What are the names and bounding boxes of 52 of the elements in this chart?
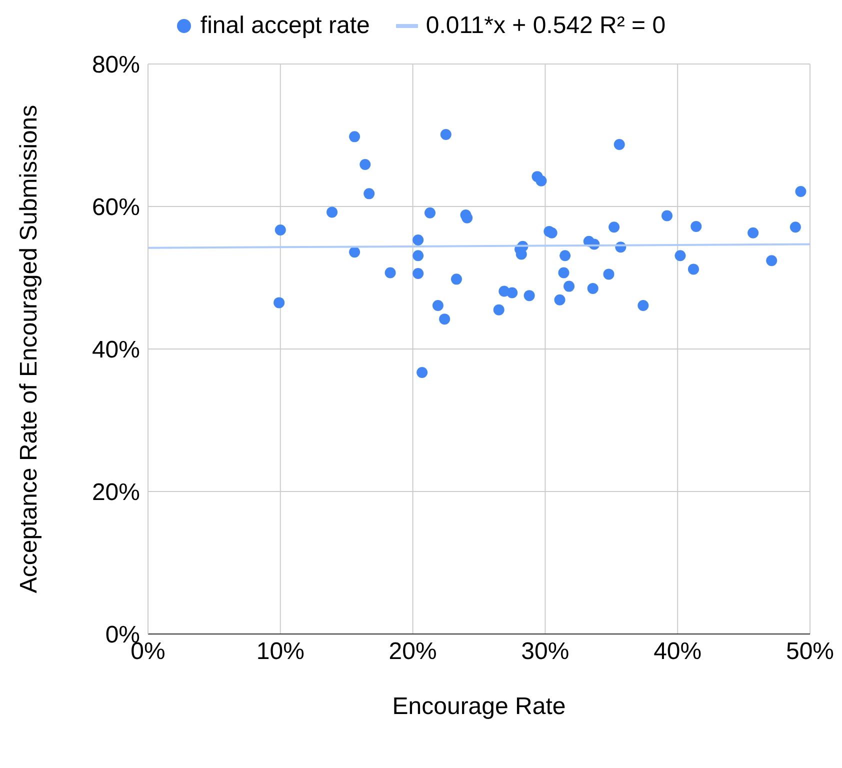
point xyxy=(662,210,673,222)
point xyxy=(274,297,285,308)
point xyxy=(274,224,286,236)
point xyxy=(790,222,801,233)
y-tick-label: 80% xyxy=(92,52,140,79)
point xyxy=(360,158,371,170)
point xyxy=(349,246,360,258)
point xyxy=(326,206,338,218)
point xyxy=(608,222,620,233)
x-tick-label: 50% xyxy=(786,638,834,666)
x-axis-title: Encourage Rate xyxy=(392,693,566,720)
point xyxy=(560,250,571,262)
point xyxy=(349,131,360,142)
x-tick-label: 20% xyxy=(388,638,437,666)
point xyxy=(432,300,444,312)
point xyxy=(440,129,452,140)
point xyxy=(688,264,699,275)
y-tick-label: 40% xyxy=(92,336,140,364)
point xyxy=(558,267,570,278)
point xyxy=(412,268,424,279)
y-axis-title: Acceptance Rate of Encouraged Submissions xyxy=(16,104,43,594)
point xyxy=(506,287,518,298)
point xyxy=(439,314,450,325)
point xyxy=(564,280,575,292)
legend-label: final accept rate xyxy=(200,12,370,40)
y-tick-label: 20% xyxy=(92,479,140,506)
point xyxy=(766,255,778,266)
point xyxy=(536,175,547,186)
point xyxy=(384,267,396,278)
point xyxy=(614,139,625,150)
point xyxy=(554,294,566,306)
point xyxy=(524,290,535,302)
point xyxy=(412,250,424,262)
point xyxy=(493,304,504,316)
point xyxy=(690,220,702,232)
point xyxy=(364,188,375,200)
point xyxy=(450,274,462,285)
point xyxy=(424,207,436,218)
x-tick-label: 30% xyxy=(521,638,570,666)
point xyxy=(587,282,598,294)
point xyxy=(795,186,806,198)
point xyxy=(546,227,558,238)
point xyxy=(748,227,759,238)
point xyxy=(674,250,686,262)
point xyxy=(603,268,614,280)
x-tick-label: 40% xyxy=(654,638,702,666)
point xyxy=(416,367,428,378)
point xyxy=(638,300,649,312)
point xyxy=(412,234,424,246)
x-tick-label: 10% xyxy=(256,638,304,666)
legend-label: 0.011*x + 0.542 R² = 0 xyxy=(426,12,666,40)
y-tick-label: 60% xyxy=(92,194,140,222)
